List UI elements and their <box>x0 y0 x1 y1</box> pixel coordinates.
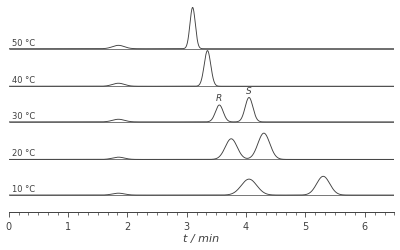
Text: S: S <box>246 86 252 96</box>
Text: 40 °C: 40 °C <box>12 76 35 85</box>
Text: R: R <box>216 94 222 103</box>
Text: 20 °C: 20 °C <box>12 150 35 158</box>
X-axis label: t / min: t / min <box>184 234 220 244</box>
Text: 10 °C: 10 °C <box>12 185 35 194</box>
Text: 30 °C: 30 °C <box>12 112 35 121</box>
Text: 50 °C: 50 °C <box>12 39 35 48</box>
